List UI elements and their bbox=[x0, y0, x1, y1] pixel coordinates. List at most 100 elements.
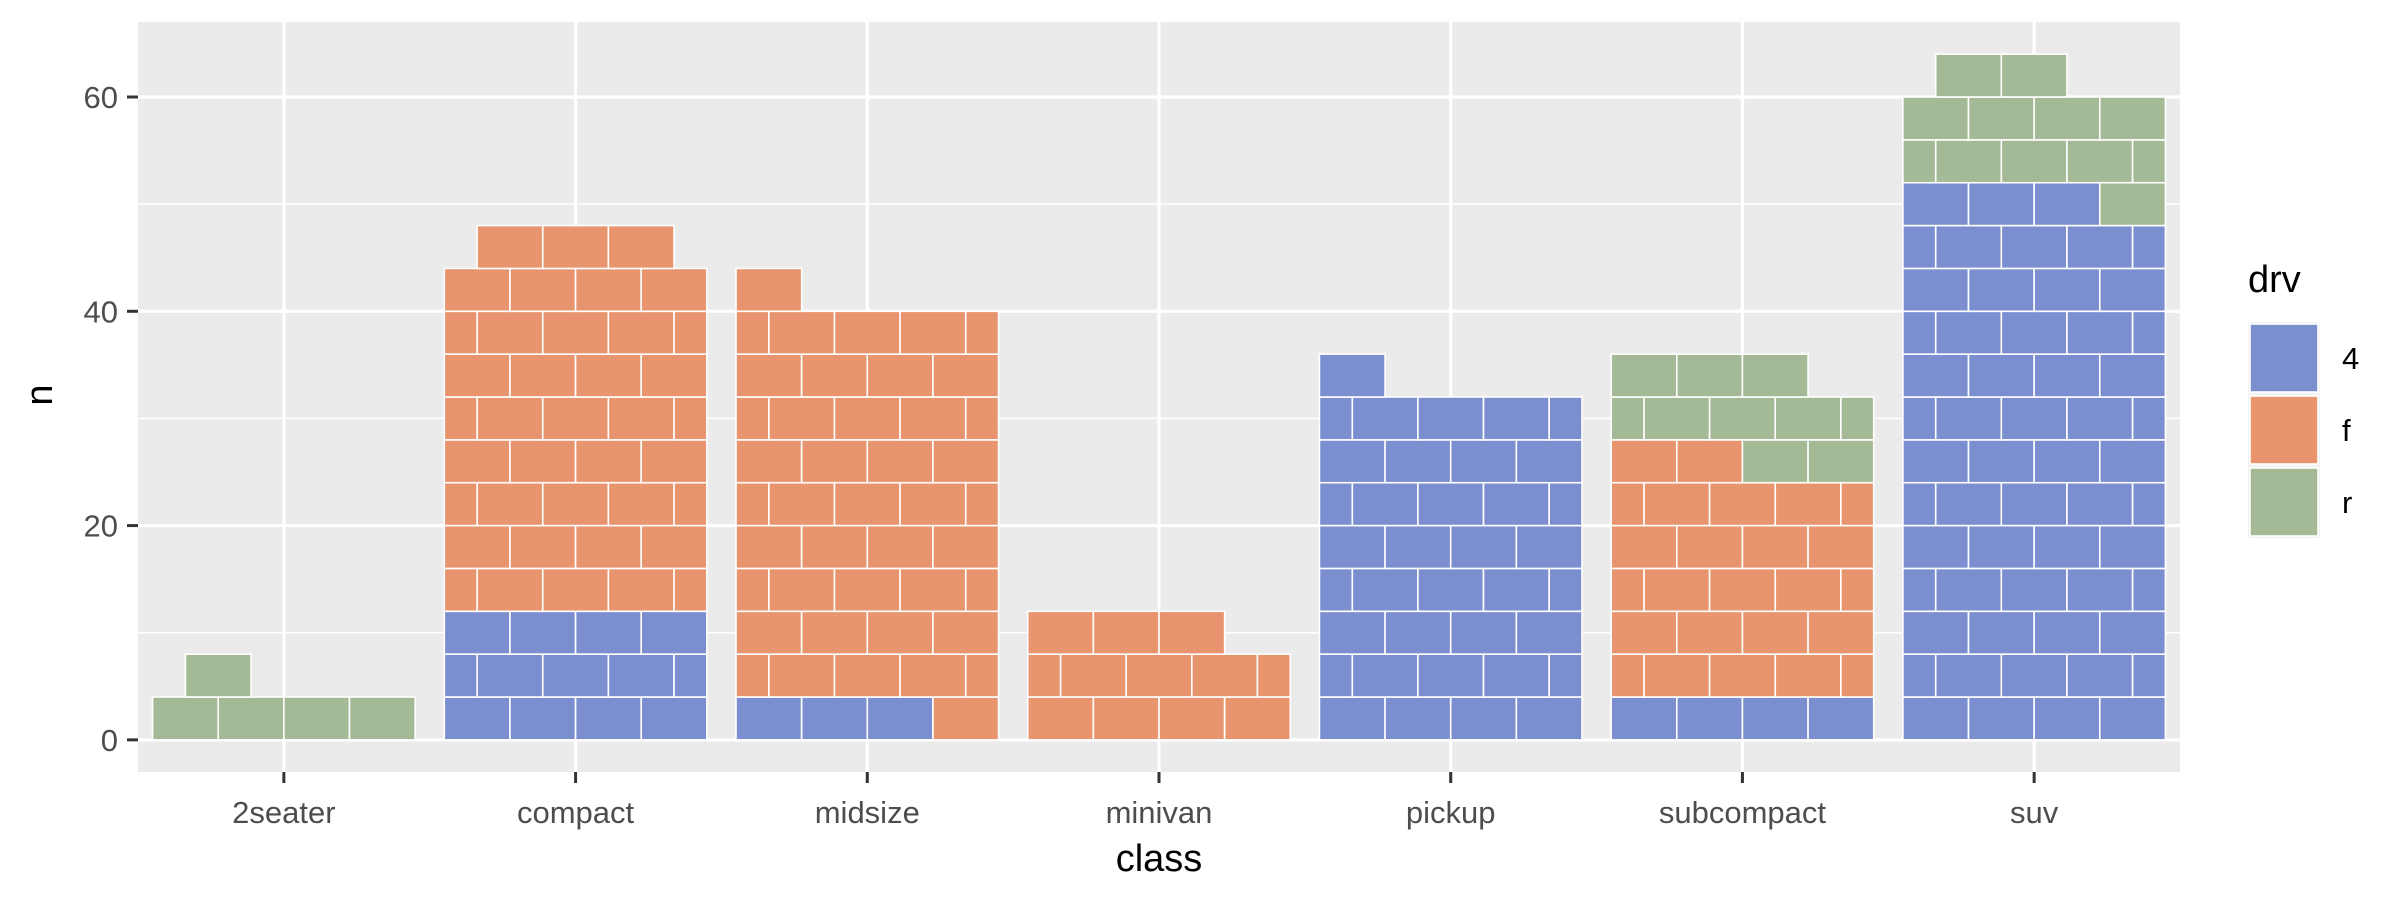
brick bbox=[964, 653, 1000, 698]
brick bbox=[800, 524, 869, 570]
brick bbox=[1934, 139, 2003, 184]
brick bbox=[866, 524, 934, 570]
brick bbox=[184, 653, 252, 698]
brick bbox=[1902, 524, 1970, 570]
x-tick-label: subcompact bbox=[1659, 795, 1827, 830]
x-tick-label: midsize bbox=[815, 795, 920, 830]
brick bbox=[1675, 439, 1744, 484]
brick bbox=[443, 481, 478, 527]
brick bbox=[1967, 96, 2035, 141]
brick bbox=[1318, 439, 1386, 484]
brick bbox=[1223, 696, 1292, 741]
brick bbox=[640, 267, 708, 313]
brick bbox=[673, 653, 708, 698]
brick bbox=[1967, 353, 2035, 398]
brick bbox=[673, 310, 708, 355]
brick bbox=[1482, 481, 1550, 527]
brick bbox=[476, 653, 544, 698]
brick bbox=[1384, 696, 1452, 741]
brick bbox=[833, 310, 901, 355]
brick bbox=[1318, 696, 1386, 741]
x-tick-label: suv bbox=[2010, 795, 2059, 830]
brick bbox=[1902, 396, 1937, 441]
y-tick-label: 20 bbox=[84, 509, 118, 544]
brick bbox=[1318, 524, 1386, 570]
bricks bbox=[151, 53, 2167, 741]
brick bbox=[640, 696, 708, 741]
brick bbox=[964, 481, 1000, 527]
brick bbox=[673, 481, 708, 527]
brick bbox=[541, 310, 610, 355]
brick bbox=[476, 481, 544, 527]
brick bbox=[1515, 696, 1583, 741]
brick bbox=[833, 481, 901, 527]
brick bbox=[2098, 181, 2167, 227]
brick bbox=[2033, 181, 2101, 227]
brick bbox=[1417, 396, 1485, 441]
brick bbox=[476, 224, 544, 270]
brick bbox=[1449, 439, 1518, 484]
brick bbox=[1610, 481, 1645, 527]
brick bbox=[964, 567, 1000, 613]
brick bbox=[735, 396, 770, 441]
brick bbox=[2098, 696, 2167, 741]
brick bbox=[2066, 567, 2134, 613]
brick bbox=[1902, 267, 1970, 313]
brick bbox=[1417, 481, 1485, 527]
brick bbox=[607, 567, 675, 613]
brick bbox=[2098, 439, 2167, 484]
brick bbox=[541, 481, 610, 527]
brick bbox=[443, 524, 511, 570]
brick bbox=[2000, 224, 2068, 270]
brick bbox=[443, 653, 478, 698]
brick bbox=[1741, 524, 1809, 570]
brick bbox=[1708, 567, 1777, 613]
brick bbox=[2131, 139, 2167, 184]
brick bbox=[1610, 653, 1645, 698]
brick bbox=[800, 353, 869, 398]
y-axis-label: n bbox=[19, 384, 61, 405]
brick bbox=[833, 396, 901, 441]
brick bbox=[607, 481, 675, 527]
brick bbox=[1675, 353, 1744, 398]
brick bbox=[574, 439, 643, 484]
brick bbox=[1515, 524, 1583, 570]
brick bbox=[1967, 181, 2035, 227]
brick bbox=[1515, 610, 1583, 655]
brick bbox=[2000, 310, 2068, 355]
brick bbox=[673, 567, 708, 613]
brick bbox=[1482, 396, 1550, 441]
brick bbox=[1774, 396, 1842, 441]
brick bbox=[1934, 310, 2003, 355]
brick bbox=[2000, 653, 2068, 698]
brick bbox=[735, 439, 803, 484]
brick bbox=[1934, 653, 2003, 698]
brick bbox=[1741, 439, 1809, 484]
legend: drv 4 f r bbox=[2248, 259, 2359, 538]
brick bbox=[1482, 653, 1550, 698]
brick bbox=[932, 696, 1000, 741]
brick bbox=[1384, 524, 1452, 570]
brick bbox=[1515, 439, 1583, 484]
x-axis-label: class bbox=[1116, 838, 1203, 880]
brick bbox=[735, 267, 803, 313]
brick bbox=[607, 224, 675, 270]
brick bbox=[1643, 481, 1711, 527]
brick bbox=[1092, 696, 1160, 741]
brick bbox=[1708, 653, 1777, 698]
brick bbox=[2033, 439, 2101, 484]
brick bbox=[735, 610, 803, 655]
brick bbox=[1807, 696, 1875, 741]
brick bbox=[2033, 353, 2101, 398]
brick bbox=[1384, 439, 1452, 484]
brick bbox=[509, 610, 577, 655]
brick bbox=[899, 567, 967, 613]
brick bbox=[1610, 524, 1678, 570]
brick bbox=[541, 653, 610, 698]
brick bbox=[1417, 567, 1485, 613]
legend-label: 4 bbox=[2342, 341, 2359, 376]
brick bbox=[2098, 96, 2167, 141]
x-tick-label: compact bbox=[517, 795, 635, 830]
brick bbox=[1967, 696, 2035, 741]
brick bbox=[1902, 139, 1937, 184]
